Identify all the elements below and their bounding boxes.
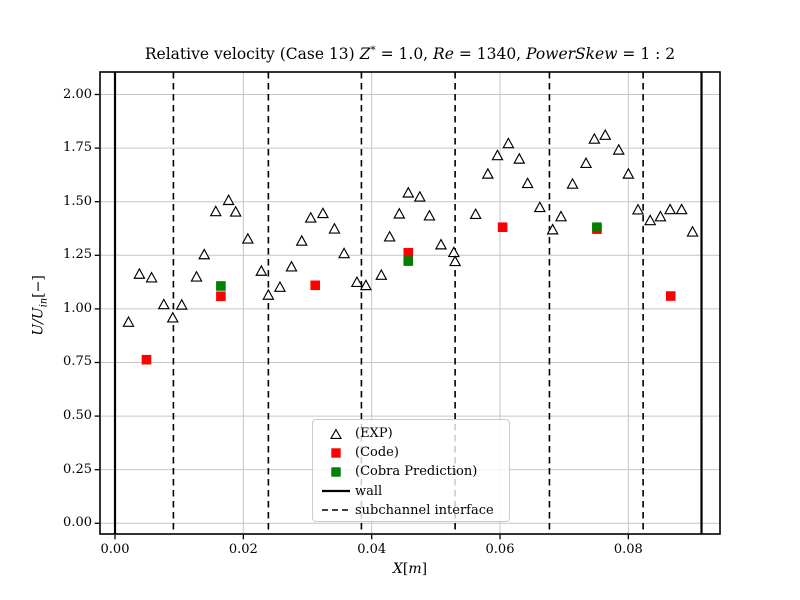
cobra-data-point xyxy=(403,256,414,266)
y-tick-label: 0.75 xyxy=(63,354,92,370)
exp-data-point xyxy=(190,270,203,282)
axes-spines xyxy=(99,71,721,535)
code-data-point xyxy=(665,291,676,301)
y-tick-label: 1.00 xyxy=(63,300,92,316)
exp-data-point xyxy=(631,203,645,215)
exp-data-point xyxy=(566,177,579,189)
legend-row-subchannel: subchannel interface xyxy=(313,501,509,520)
exp-data-point xyxy=(434,238,448,250)
y-tick-label: 1.50 xyxy=(63,193,92,209)
x-tick-label: 0.08 xyxy=(613,542,643,557)
exp-data-point xyxy=(393,207,406,219)
legend: (EXP) (Code) (Cobra Prediction) wall sub… xyxy=(312,419,510,522)
exp-data-point xyxy=(229,205,242,217)
red-square-icon xyxy=(317,446,355,460)
legend-label-subchannel: subchannel interface xyxy=(355,502,494,518)
dashed-line-icon xyxy=(317,503,355,517)
exp-data-point xyxy=(295,234,308,246)
exp-data-point xyxy=(359,279,372,291)
exp-data-point xyxy=(521,177,534,189)
legend-label-exp: (EXP) xyxy=(355,426,393,442)
exp-data-point xyxy=(402,186,415,198)
exp-data-point xyxy=(447,246,460,258)
exp-data-point xyxy=(675,203,688,215)
x-tick-label: 0.02 xyxy=(228,542,258,557)
exp-data-point xyxy=(686,225,699,237)
x-axis-label: X[m] xyxy=(392,561,428,577)
exp-data-point xyxy=(588,132,601,144)
legend-row-cobra: (Cobra Prediction) xyxy=(313,462,509,481)
exp-data-point xyxy=(546,223,559,235)
code-data-point xyxy=(141,354,152,365)
exp-data-point xyxy=(375,268,388,280)
legend-row-exp: (EXP) xyxy=(313,424,509,443)
code-data-point xyxy=(310,280,321,291)
legend-label-wall: wall xyxy=(355,483,383,499)
exp-data-point xyxy=(413,190,426,202)
x-tick-label: 0.06 xyxy=(485,542,515,557)
exp-data-point xyxy=(449,255,462,267)
exp-data-point xyxy=(273,280,287,292)
cobra-data-point xyxy=(216,281,226,291)
y-tick-label: 1.75 xyxy=(63,140,92,156)
exp-data-point xyxy=(554,210,568,222)
exp-data-point xyxy=(579,156,593,168)
exp-data-point xyxy=(198,248,211,260)
y-tick-label: 0.25 xyxy=(63,461,92,477)
y-tick-label: 1.25 xyxy=(63,247,92,263)
exp-data-point xyxy=(664,203,677,215)
x-tick-label: 0.00 xyxy=(100,542,130,557)
legend-label-cobra: (Cobra Prediction) xyxy=(355,464,478,480)
exp-data-point xyxy=(304,211,317,223)
exp-data-point xyxy=(423,209,436,221)
exp-data-point xyxy=(599,128,612,140)
exp-data-point xyxy=(255,264,268,276)
exp-data-point xyxy=(175,298,188,310)
solid-line-icon xyxy=(317,484,355,498)
exp-data-point xyxy=(533,201,546,213)
chart-title: Relative velocity (Case 13) Z* = 1.0, Re… xyxy=(144,44,676,64)
exp-data-point xyxy=(513,152,526,164)
exp-data-point xyxy=(262,288,275,300)
legend-row-code: (Code) xyxy=(313,443,509,462)
exp-data-point xyxy=(502,137,515,149)
exp-data-point xyxy=(157,298,170,310)
open-triangle-icon xyxy=(317,427,355,441)
exp-data-point xyxy=(491,149,504,161)
exp-data-point xyxy=(133,267,146,279)
y-tick-label: 0.00 xyxy=(63,515,92,531)
exp-data-point xyxy=(209,205,222,217)
exp-data-point xyxy=(328,222,341,234)
exp-data-point xyxy=(285,260,298,272)
cobra-data-point xyxy=(592,222,602,233)
x-tick-label: 0.04 xyxy=(357,542,387,557)
y-tick-label: 0.50 xyxy=(63,408,92,424)
exp-data-point xyxy=(222,194,235,206)
exp-data-point xyxy=(241,232,254,244)
code-data-point xyxy=(403,247,414,258)
exp-data-point xyxy=(383,230,396,242)
exp-data-point xyxy=(166,311,179,323)
exp-data-point xyxy=(338,247,351,259)
exp-data-point xyxy=(612,143,625,155)
exp-data-point xyxy=(644,214,657,226)
exp-data-point xyxy=(469,207,482,220)
y-tick-label: 2.00 xyxy=(63,86,92,102)
exp-data-point xyxy=(350,275,364,287)
code-data-point xyxy=(216,291,226,302)
exp-data-point xyxy=(122,315,135,327)
legend-row-wall: wall xyxy=(313,482,509,501)
code-data-point xyxy=(497,222,508,233)
exp-data-point xyxy=(622,167,635,179)
exp-data-point xyxy=(316,207,329,219)
green-square-icon xyxy=(317,465,355,479)
legend-label-code: (Code) xyxy=(355,445,399,461)
exp-data-point xyxy=(145,271,158,283)
exp-data-point xyxy=(481,167,494,179)
exp-data-point xyxy=(654,210,667,222)
